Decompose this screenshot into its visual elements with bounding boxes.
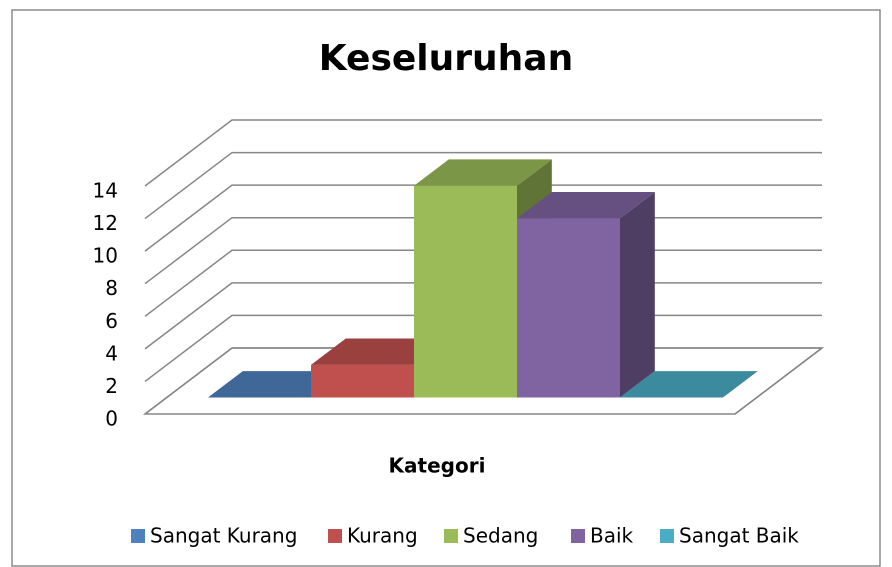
y-tick-label: 4 xyxy=(105,341,118,365)
legend-label: Sangat Kurang xyxy=(150,524,297,548)
x-axis-label: Kategori xyxy=(389,454,486,478)
y-tick-label: 12 xyxy=(93,211,118,235)
bar xyxy=(620,371,758,398)
legend-swatch xyxy=(444,529,458,543)
legend-label: Sangat Baik xyxy=(679,524,799,548)
grid-line xyxy=(144,119,822,187)
legend-label: Kurang xyxy=(347,524,418,548)
legend-label: Sedang xyxy=(463,524,538,548)
legend-label: Baik xyxy=(590,524,634,548)
legend-swatch xyxy=(328,529,342,543)
bar-top xyxy=(620,371,758,398)
y-tick-label: 10 xyxy=(93,244,118,268)
y-tick-label: 8 xyxy=(105,276,118,300)
legend-swatch xyxy=(131,529,145,543)
chart-title: Keseluruhan xyxy=(319,38,573,79)
y-tick-label: 2 xyxy=(105,374,118,398)
bar-front xyxy=(414,185,517,398)
grid-line xyxy=(144,151,822,220)
bar-front xyxy=(517,218,620,398)
grid-line xyxy=(144,184,822,252)
bar xyxy=(517,191,655,398)
legend-swatch xyxy=(571,529,585,543)
y-tick-label: 6 xyxy=(105,309,118,333)
legend-swatch xyxy=(660,529,674,543)
bar-side xyxy=(620,191,655,398)
y-tick-label: 0 xyxy=(105,407,118,431)
bar-top xyxy=(414,159,552,186)
side-edge xyxy=(734,347,823,415)
bar-front xyxy=(311,364,414,398)
bar-top xyxy=(517,191,655,219)
y-tick-label: 14 xyxy=(93,179,118,203)
